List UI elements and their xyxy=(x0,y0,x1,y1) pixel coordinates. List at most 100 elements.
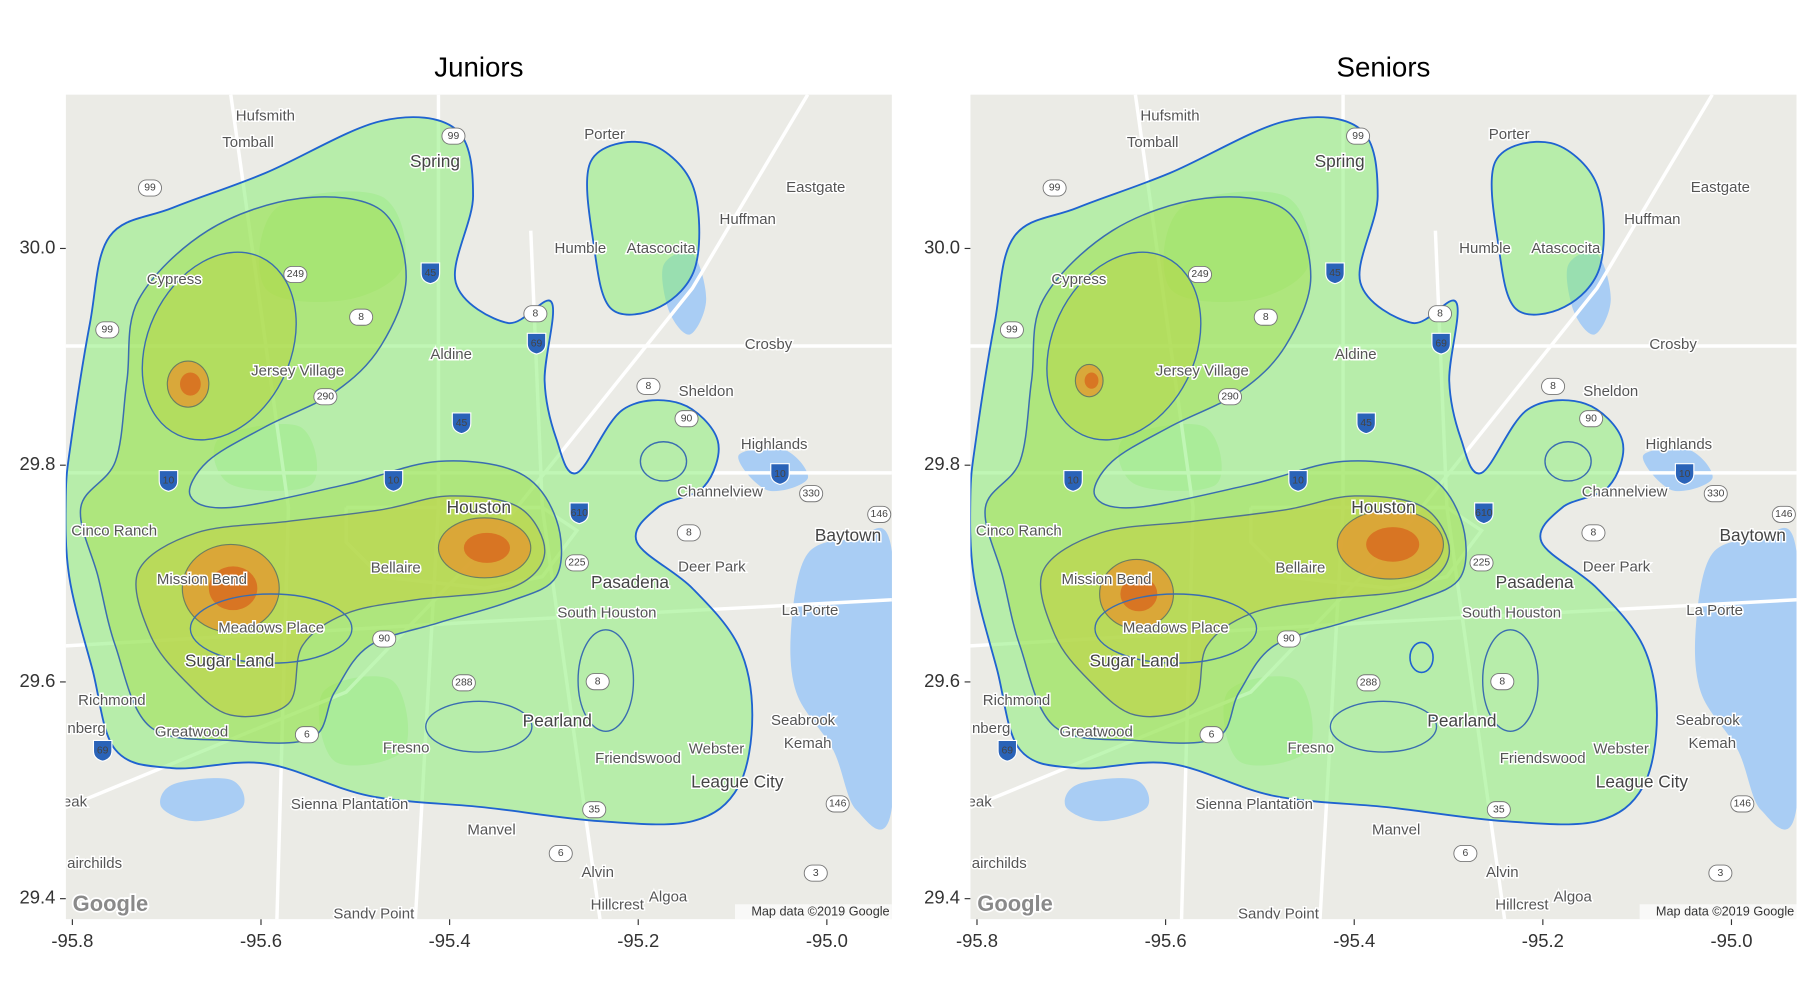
place-label: Crosby xyxy=(1649,336,1697,353)
place-label: nberg xyxy=(67,720,105,737)
contour-line xyxy=(141,251,297,441)
shield-label: 3 xyxy=(1717,868,1723,879)
interstate-shield xyxy=(569,502,590,525)
place-label: Pasadena xyxy=(591,572,669,592)
x-tick-label: -95.4 xyxy=(429,930,471,951)
attribution: Map data ©2019 Google xyxy=(1656,905,1794,919)
place-label: Porter xyxy=(1489,126,1530,143)
place-label: eak xyxy=(968,794,993,811)
road-shield xyxy=(674,410,699,428)
interstate-shield xyxy=(383,470,404,492)
place-label: Pearland xyxy=(1427,711,1496,731)
road-shield xyxy=(1356,674,1381,692)
panel-title: Seniors xyxy=(1337,52,1431,83)
shield-label: 99 xyxy=(1006,325,1018,336)
interstate-shield xyxy=(92,739,113,762)
road-shield xyxy=(451,674,476,692)
road-shield xyxy=(799,485,824,503)
contour-line xyxy=(1039,495,1450,718)
road-shield xyxy=(1276,630,1301,648)
road-shield xyxy=(548,844,573,863)
place-label: Mission Bend xyxy=(157,571,247,588)
x-tick-label: -95.4 xyxy=(1333,930,1375,951)
place-label: Pasadena xyxy=(1496,572,1574,592)
road-shield xyxy=(825,795,850,813)
road-shield xyxy=(1253,308,1278,326)
road-shield xyxy=(1486,801,1511,819)
contour-line xyxy=(1094,593,1258,664)
place-label: Atascocita xyxy=(1531,240,1601,257)
road-shield xyxy=(636,377,661,395)
place-label: Channelview xyxy=(1582,483,1668,500)
shield-label: 288 xyxy=(455,678,473,689)
place-label: Cypress xyxy=(147,271,202,288)
density-hotspot xyxy=(1366,527,1420,562)
place-label: eak xyxy=(63,794,88,811)
interstate-shield xyxy=(997,739,1018,762)
place-label: Seabrook xyxy=(771,712,836,729)
place-label: Jersey Village xyxy=(1156,362,1249,379)
y-tick-label: 29.6 xyxy=(924,670,960,691)
place-label: Meadows Place xyxy=(218,620,324,637)
shield-label: 6 xyxy=(1462,848,1468,859)
contour-line xyxy=(1074,363,1104,398)
place-label: South Houston xyxy=(1462,605,1561,622)
contour-line xyxy=(79,196,563,744)
interstate-shield xyxy=(420,262,441,285)
map-logo: Google xyxy=(73,891,148,916)
place-label: airchilds xyxy=(67,855,122,872)
place-label: Sandy Point xyxy=(333,906,415,923)
x-tick-label: -95.6 xyxy=(240,930,282,951)
road-shield xyxy=(1042,179,1067,197)
density-hotspot xyxy=(463,532,510,563)
place-label: Aldine xyxy=(430,346,472,363)
place-label: Manvel xyxy=(467,821,515,838)
road-shield xyxy=(95,321,120,339)
density-hotspot xyxy=(208,566,258,611)
road-shield xyxy=(1453,844,1478,863)
place-label: Richmond xyxy=(983,692,1050,709)
map-area: 99 249 8 45 8 69 290 45 8 90 10 10 10 610 330 146 8 225 28… xyxy=(63,94,892,923)
road-shield xyxy=(1579,410,1604,428)
shield-label: 69 xyxy=(97,746,109,757)
place-label: Alvin xyxy=(581,864,613,881)
place-label: South Houston xyxy=(557,605,656,622)
place-label: Sienna Plantation xyxy=(291,796,408,813)
road-shield xyxy=(441,127,466,145)
interstate-shield xyxy=(158,470,179,492)
water xyxy=(1064,778,1150,822)
map-panel: Seniors 99 249 8 45 8 69 290 45 8 90 10 10 10 610 330 14… xyxy=(924,52,1797,951)
place-label: Fresno xyxy=(1287,740,1334,757)
shield-label: 99 xyxy=(144,183,156,194)
shield-label: 10 xyxy=(388,476,400,487)
place-label: Humble xyxy=(555,240,607,257)
shield-label: 330 xyxy=(802,488,820,499)
place-label: Seabrook xyxy=(1676,712,1741,729)
shield-label: 610 xyxy=(1475,508,1493,519)
x-tick-label: -95.2 xyxy=(617,930,659,951)
x-tick-label: -95.0 xyxy=(806,930,848,951)
x-tick-label: -95.8 xyxy=(956,930,998,951)
road-shield xyxy=(523,305,548,323)
shield-label: 146 xyxy=(871,509,889,520)
interstate-shield xyxy=(1063,470,1083,492)
place-label: Greatwood xyxy=(1059,723,1132,740)
road-shield xyxy=(999,321,1024,339)
shield-label: 146 xyxy=(1734,799,1752,810)
road-shield xyxy=(1469,554,1494,572)
place-label: Sheldon xyxy=(679,383,734,400)
shield-label: 99 xyxy=(1049,183,1061,194)
place-label: Greatwood xyxy=(155,723,228,740)
shield-label: 45 xyxy=(425,268,437,279)
contour-line xyxy=(1409,641,1434,674)
place-label: Sugar Land xyxy=(1089,651,1178,671)
place-label: Crosby xyxy=(745,336,793,353)
place-label: Houston xyxy=(447,497,511,517)
place-label: Algoa xyxy=(1554,888,1593,905)
interstate-shield xyxy=(1674,463,1695,486)
shield-label: 45 xyxy=(1360,418,1372,429)
shield-label: 8 xyxy=(1591,528,1597,539)
shield-label: 290 xyxy=(317,392,335,403)
shield-label: 45 xyxy=(456,418,468,429)
